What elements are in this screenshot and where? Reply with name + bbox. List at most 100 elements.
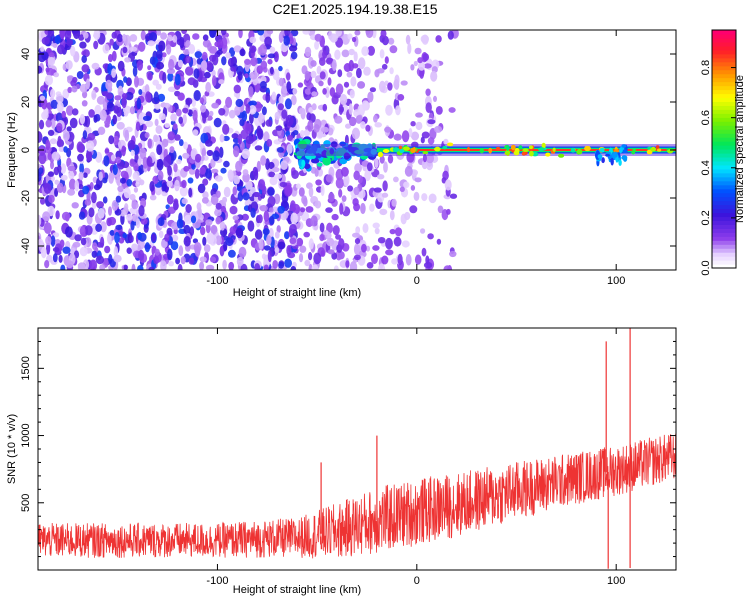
noise-blob — [331, 213, 339, 221]
noise-blob — [347, 185, 353, 192]
noise-blob — [212, 150, 220, 162]
noise-blob — [258, 179, 266, 190]
noise-blob — [104, 148, 110, 154]
noise-blob — [172, 123, 178, 131]
colorbar-segment — [712, 77, 736, 83]
signal-blob — [466, 146, 471, 153]
noise-blob — [284, 231, 290, 240]
noise-blob — [123, 264, 128, 270]
noise-blob — [357, 81, 366, 89]
transition-blob — [303, 163, 311, 170]
noise-blob — [290, 51, 298, 60]
noise-blob — [57, 164, 62, 173]
noise-blob — [364, 169, 371, 182]
y-tick-label: 40 — [20, 48, 32, 60]
noise-blob — [222, 123, 230, 135]
noise-blob — [203, 244, 211, 253]
noise-blob — [393, 236, 402, 247]
noise-blob — [384, 56, 389, 64]
noise-blob — [58, 254, 63, 263]
noise-blob — [328, 192, 335, 202]
noise-blob — [256, 125, 262, 138]
noise-blob — [162, 182, 167, 192]
colorbar-frame — [711, 29, 737, 269]
noise-blob — [286, 72, 291, 81]
noise-blob — [156, 49, 163, 59]
noise-blob — [244, 58, 251, 65]
noise-blob — [241, 148, 250, 160]
noise-blob — [100, 221, 107, 233]
noise-blob — [92, 242, 98, 251]
noise-blob — [334, 115, 343, 124]
noise-blob — [80, 237, 87, 246]
noise-blob — [156, 30, 162, 36]
noise-blob — [157, 170, 164, 181]
noise-blob — [250, 57, 258, 67]
noise-blob — [144, 242, 151, 253]
signal-blob — [506, 144, 510, 151]
colorbar-segment — [712, 264, 736, 269]
noise-blob — [147, 138, 152, 149]
noise-blob — [262, 228, 270, 236]
colorbar-segment — [712, 212, 736, 218]
noise-blob — [387, 37, 395, 45]
noise-blob — [409, 205, 418, 214]
noise-blob — [60, 264, 66, 270]
noise-blob — [389, 210, 395, 221]
noise-blob — [219, 134, 225, 143]
noise-blob — [162, 72, 167, 84]
noise-blob — [110, 154, 116, 162]
noise-blob — [379, 49, 385, 59]
noise-blob — [337, 69, 343, 78]
noise-blob — [170, 113, 177, 122]
noise-blob — [319, 57, 326, 66]
noise-blob — [317, 130, 324, 138]
noise-blob — [173, 198, 179, 206]
noise-blob — [249, 71, 258, 80]
signal-blob — [538, 147, 545, 152]
colorbar-segment — [712, 224, 736, 229]
noise-blob — [106, 102, 115, 112]
noise-blob — [427, 137, 435, 145]
noise-blob — [136, 60, 143, 71]
colorbar-segment — [712, 172, 736, 178]
colorbar-tick-label: 0.6 — [700, 110, 712, 125]
noise-blob — [93, 30, 101, 41]
noise-blob — [65, 260, 74, 269]
noise-blob — [391, 198, 397, 207]
noise-blob — [102, 196, 108, 204]
noise-blob — [114, 231, 120, 244]
x-tick-label: 0 — [414, 275, 420, 287]
noise-blob — [277, 205, 285, 214]
noise-blob — [290, 266, 297, 270]
noise-blob — [244, 73, 249, 79]
noise-blob — [339, 203, 344, 215]
noise-blob — [57, 135, 62, 147]
noise-blob — [176, 38, 185, 46]
noise-blob — [192, 33, 200, 40]
noise-blob — [208, 110, 214, 117]
noise-blob — [66, 126, 72, 132]
signal-blob — [392, 147, 400, 153]
noise-blob — [259, 205, 268, 212]
snr-ylabel: SNR (10 * v/v) — [6, 414, 18, 484]
noise-blob — [201, 197, 209, 204]
noise-blob — [434, 125, 443, 133]
noise-blob — [327, 249, 335, 255]
noise-blob — [225, 96, 233, 108]
noise-blob — [278, 95, 284, 105]
noise-blob — [436, 238, 442, 245]
noise-blob — [189, 226, 195, 237]
noise-blob — [108, 172, 114, 184]
noise-blob — [51, 151, 60, 161]
noise-blob — [427, 119, 436, 125]
colorbar-segment — [712, 188, 736, 194]
colorbar-segment — [712, 145, 736, 150]
noise-blob — [65, 226, 73, 238]
signal-blob — [552, 147, 556, 152]
noise-blob — [410, 185, 416, 191]
noise-blob — [266, 30, 274, 35]
noise-blob — [414, 254, 422, 265]
noise-blob — [106, 217, 112, 227]
noise-blob — [94, 104, 102, 116]
